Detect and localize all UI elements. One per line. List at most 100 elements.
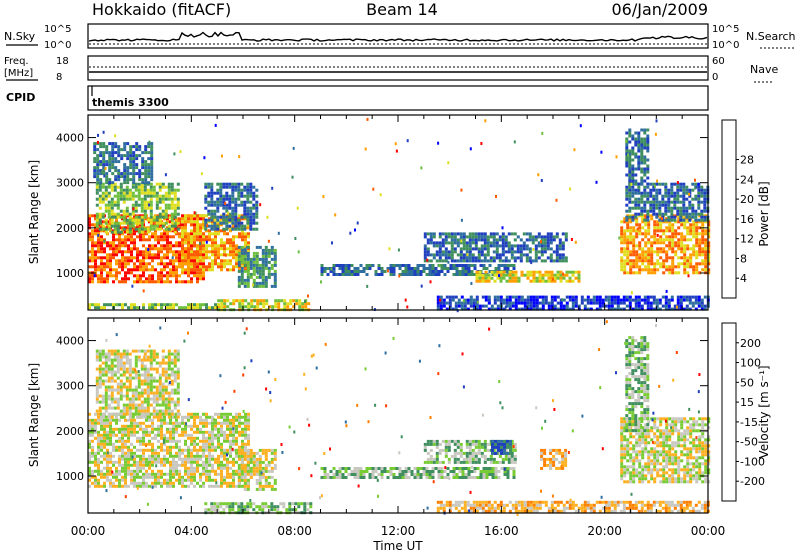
velocity-cell xyxy=(193,415,196,419)
power-cell xyxy=(99,151,103,155)
velocity-cell xyxy=(211,484,214,488)
velocity-cell xyxy=(121,469,124,473)
velocity-cell xyxy=(214,418,217,422)
power-cell xyxy=(133,262,136,266)
power-cell xyxy=(668,241,672,245)
power-cell xyxy=(481,304,485,308)
power-cell xyxy=(635,262,639,266)
power-cell xyxy=(277,302,281,306)
power-cell xyxy=(668,238,672,242)
power-cell xyxy=(130,271,133,275)
power-cell xyxy=(240,227,244,231)
power-cell xyxy=(541,301,545,305)
power-cell xyxy=(199,253,202,257)
power-cell xyxy=(214,244,217,248)
power-cell xyxy=(643,161,647,165)
velocity-cell xyxy=(229,448,232,452)
velocity-cell xyxy=(94,436,97,440)
power-cell xyxy=(106,303,109,307)
power-cell xyxy=(498,259,502,263)
power-cell xyxy=(562,304,566,308)
power-cell xyxy=(253,299,257,303)
power-cell xyxy=(658,209,662,213)
power-cell xyxy=(631,173,635,177)
power-cell xyxy=(481,295,485,299)
power-cell xyxy=(181,265,184,269)
power-cell xyxy=(117,154,121,158)
date-title: 06/Jan/2009 xyxy=(611,0,708,19)
power-sparse-cell xyxy=(665,289,668,293)
power-cell xyxy=(703,203,707,207)
power-cell xyxy=(634,212,638,216)
power-cell xyxy=(112,274,115,278)
power-cell xyxy=(565,273,569,277)
power-cell xyxy=(106,223,109,227)
power-cell xyxy=(628,128,632,132)
velocity-cell xyxy=(148,430,151,434)
power-cell xyxy=(237,221,241,225)
power-cell xyxy=(132,151,136,155)
velocity-cell xyxy=(214,484,217,488)
power-cell xyxy=(202,247,205,251)
power-cell xyxy=(124,265,127,269)
power-cell xyxy=(466,307,470,311)
velocity-cell xyxy=(112,475,115,479)
power-cell xyxy=(237,227,241,231)
velocity-cell xyxy=(226,439,229,443)
power-cell xyxy=(511,304,515,308)
power-cell xyxy=(151,253,154,257)
velocity-cell xyxy=(151,442,154,446)
power-cell xyxy=(459,235,463,239)
power-cell xyxy=(659,250,663,254)
power-cell xyxy=(495,247,499,251)
velocity-cell xyxy=(181,451,184,455)
velocity-cell xyxy=(238,430,241,434)
power-cell xyxy=(160,259,163,263)
velocity-cell xyxy=(175,424,178,428)
power-cell xyxy=(519,259,523,263)
velocity-cell xyxy=(202,463,205,467)
velocity-cell xyxy=(202,454,205,458)
power-cell xyxy=(125,188,129,192)
power-cell xyxy=(240,269,244,273)
power-cell xyxy=(640,158,644,162)
velocity-cell xyxy=(184,472,187,476)
power-cell xyxy=(261,248,265,252)
power-cell xyxy=(646,212,650,216)
power-cell xyxy=(629,235,633,239)
power-cell xyxy=(289,302,293,306)
power-cell xyxy=(698,226,702,230)
power-cell xyxy=(127,214,130,218)
velocity-cell xyxy=(103,451,106,455)
power-cell xyxy=(217,247,220,251)
power-cell xyxy=(93,166,97,170)
power-cell xyxy=(686,244,690,248)
velocity-cell xyxy=(136,475,139,479)
power-sparse-cell xyxy=(256,271,259,275)
velocity-cell xyxy=(178,463,181,467)
power-sparse-cell xyxy=(469,147,472,151)
power-sparse-cell xyxy=(552,277,554,281)
power-cell xyxy=(620,235,624,239)
power-cell xyxy=(205,229,208,233)
power-cell xyxy=(689,259,693,263)
power-cell xyxy=(691,304,695,308)
power-cell xyxy=(456,238,460,242)
velocity-cell xyxy=(133,454,136,458)
power-cell xyxy=(97,265,100,269)
power-cell xyxy=(700,301,704,305)
power-cell xyxy=(108,157,112,161)
beam-title: Beam 14 xyxy=(366,0,438,19)
velocity-cell xyxy=(202,448,205,452)
power-cell xyxy=(151,303,154,307)
power-cell xyxy=(561,247,565,251)
velocity-cell xyxy=(103,475,106,479)
power-cell xyxy=(117,151,121,155)
power-cell xyxy=(532,298,536,302)
velocity-cell xyxy=(205,463,208,467)
power-cell xyxy=(160,244,163,248)
velocity-cell xyxy=(109,460,112,464)
power-cell xyxy=(211,268,214,272)
power-cell xyxy=(190,271,193,275)
power-cell xyxy=(176,182,180,186)
